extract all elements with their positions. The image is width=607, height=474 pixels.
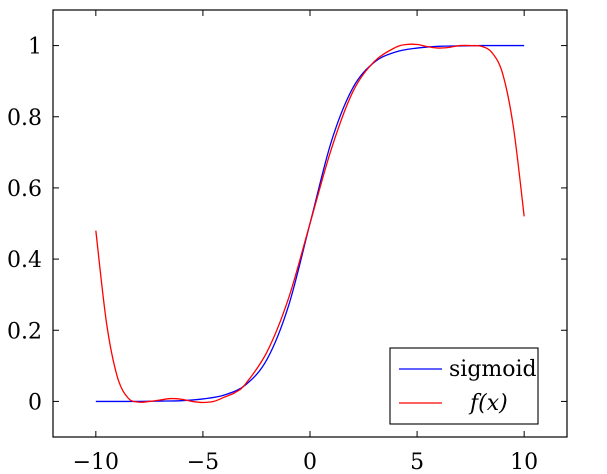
x-tick-label: −10 [73, 450, 119, 474]
legend: sigmoid f(x) [389, 347, 539, 425]
legend-label-fx: f(x) [468, 391, 508, 416]
y-tick-label: 0 [28, 390, 42, 415]
axis-ticks: −10 −5 0 5 10 0 0.2 0.4 0.6 0.8 1 [7, 10, 567, 474]
x-tick-label: 5 [410, 450, 424, 474]
y-tick-label: 0.6 [7, 177, 42, 202]
x-tick-label: −5 [187, 450, 219, 474]
y-tick-label: 0.8 [7, 106, 42, 131]
legend-box [389, 347, 539, 425]
y-tick-label: 0.2 [7, 319, 42, 344]
plot-area [95, 43, 525, 404]
y-tick-label: 0.4 [7, 248, 42, 273]
series-line-fx [95, 43, 525, 404]
x-tick-label: 10 [510, 450, 538, 474]
y-tick-label: 1 [28, 35, 42, 60]
x-tick-label: 0 [303, 450, 317, 474]
legend-label-sigmoid: sigmoid [449, 357, 537, 382]
